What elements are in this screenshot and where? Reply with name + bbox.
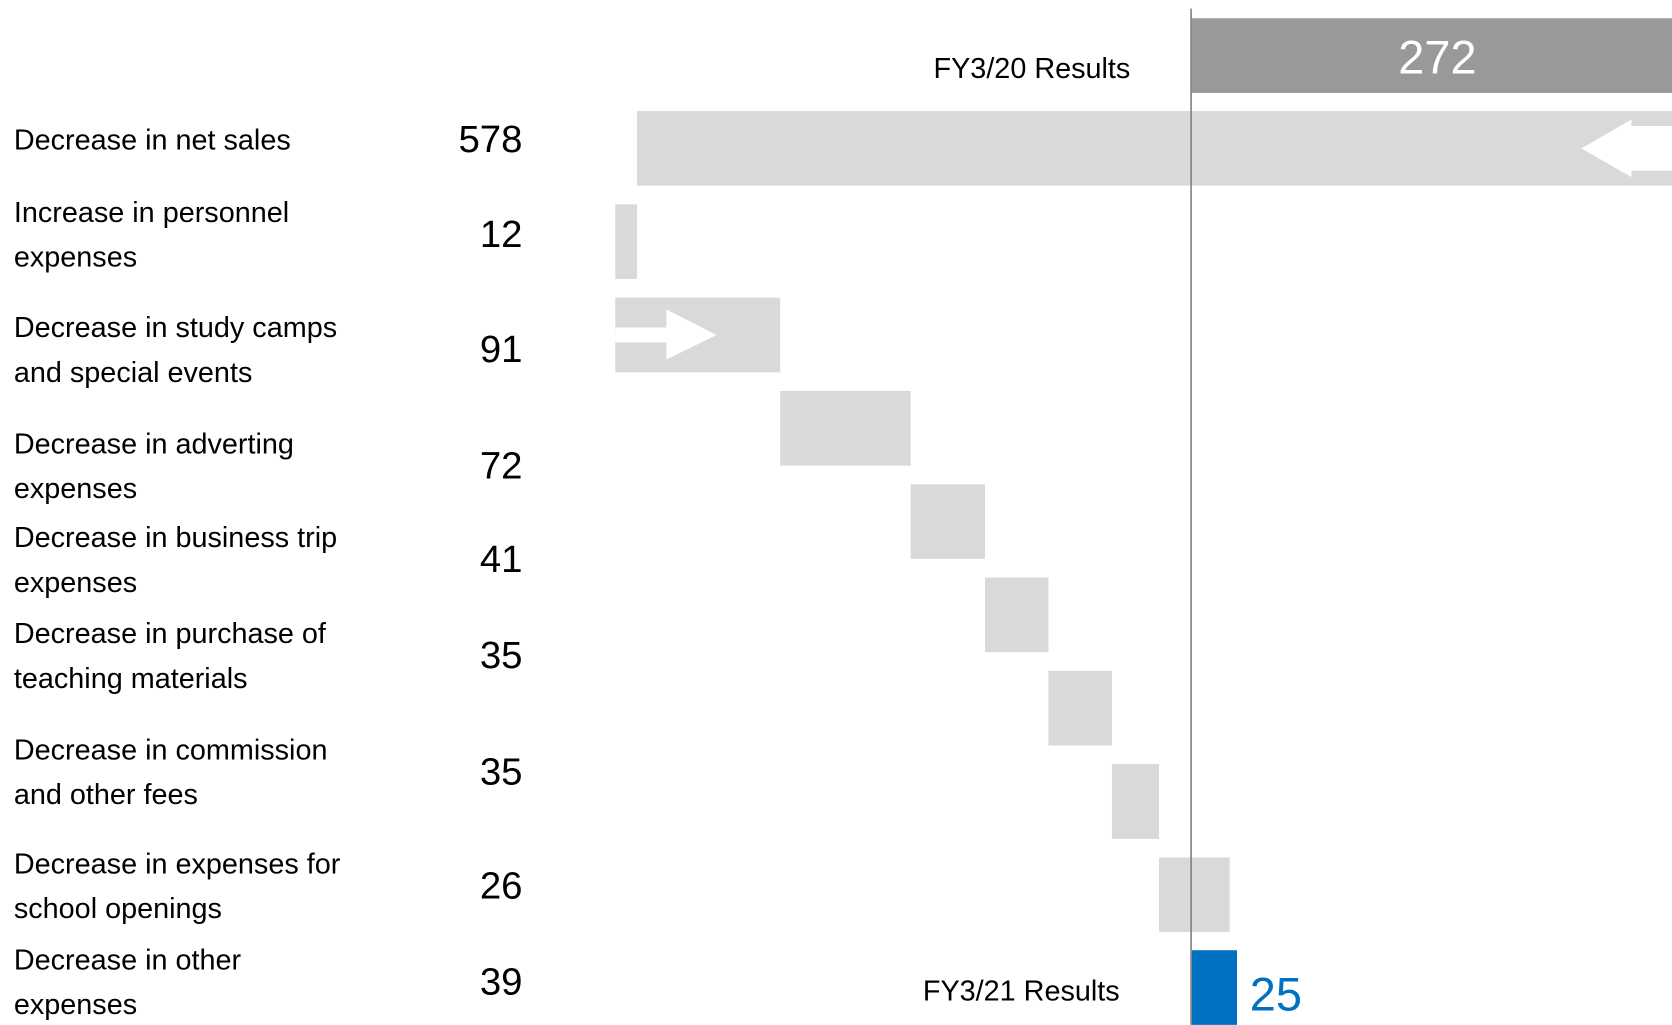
step-value: 35 xyxy=(480,634,523,677)
step-value: 12 xyxy=(480,213,523,256)
arrow-left xyxy=(1581,119,1672,178)
start-label: FY3/20 Results xyxy=(934,53,1131,85)
category-label-box: Decrease in business trip expenses xyxy=(13,521,338,599)
category-label-box: Decrease in adverting expenses xyxy=(13,427,294,505)
step-value: 578 xyxy=(458,118,522,161)
category-label: Decrease in adverting expenses xyxy=(13,427,294,505)
step-value: 26 xyxy=(480,865,523,908)
step-bar xyxy=(780,390,911,466)
category-label-box: Decrease in commission and other fees xyxy=(13,733,328,811)
step-bar xyxy=(637,111,1672,186)
category-label-box: Decrease in purchase of teaching materia… xyxy=(13,617,326,695)
step-value: 41 xyxy=(480,538,523,581)
step-bar xyxy=(1111,764,1160,839)
step-value: 35 xyxy=(480,750,523,793)
start-value: 272 xyxy=(1398,31,1476,83)
plot-area xyxy=(615,18,1672,1025)
category-label-box: Decrease in other expenses xyxy=(13,943,242,1021)
end-label: FY3/21 Results xyxy=(923,975,1120,1007)
category-label: Decrease in expenses for school openings xyxy=(13,847,341,925)
step-value: 91 xyxy=(480,328,523,371)
category-label: Decrease in net sales xyxy=(13,123,291,156)
step-value: 72 xyxy=(480,444,523,487)
step-bar xyxy=(615,204,638,279)
category-label: Decrease in commission and other fees xyxy=(13,733,328,811)
step-bar xyxy=(985,577,1049,653)
category-label: Increase in personnel expenses xyxy=(13,196,290,274)
category-label-box: Decrease in expenses for school openings xyxy=(13,847,341,925)
category-label: Decrease in other expenses xyxy=(13,943,242,1021)
end-bar xyxy=(1191,950,1237,1025)
category-label-box: Decrease in study camps and special even… xyxy=(13,311,338,389)
end-value: 25 xyxy=(1250,969,1302,1021)
category-label-box: Decrease in net sales xyxy=(13,123,291,156)
category-label: Decrease in study camps and special even… xyxy=(13,311,338,389)
step-bar xyxy=(910,484,986,559)
step-value: 39 xyxy=(480,960,523,1003)
category-label-box: Increase in personnel expenses xyxy=(13,196,290,274)
start-bar xyxy=(1191,18,1672,93)
arrow-right xyxy=(615,309,717,360)
category-label: Decrease in purchase of teaching materia… xyxy=(13,617,326,695)
category-label: Decrease in business trip expenses xyxy=(13,521,338,599)
step-bar xyxy=(1159,857,1230,933)
step-bar xyxy=(1048,670,1112,746)
